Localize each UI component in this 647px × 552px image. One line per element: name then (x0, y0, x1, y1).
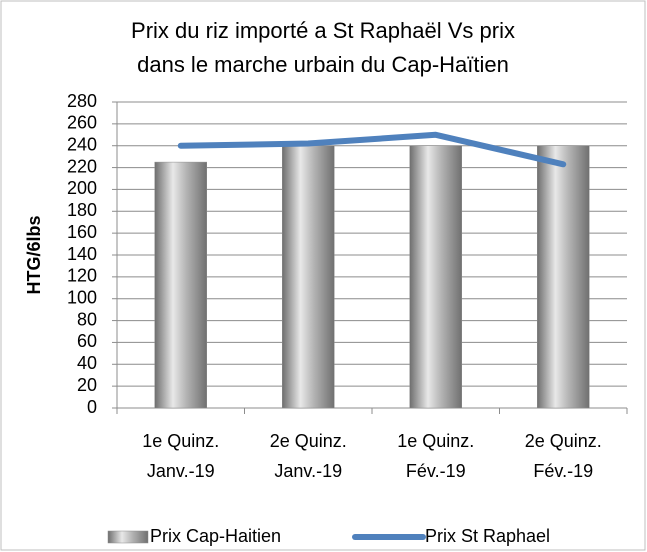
x-tick-label: 2e Quinz. (270, 431, 347, 451)
y-tick-label: 40 (77, 353, 97, 373)
y-tick-label: 280 (67, 91, 97, 111)
x-tick-label: Janv.-19 (147, 461, 215, 481)
y-tick-label: 220 (67, 156, 97, 176)
y-tick-label: 180 (67, 200, 97, 220)
y-tick-label: 260 (67, 113, 97, 133)
line (177, 131, 567, 168)
bar (154, 161, 207, 409)
x-tick-label: 1e Quinz. (142, 431, 219, 451)
y-tick-label: 160 (67, 222, 97, 242)
legend-swatch (107, 530, 149, 544)
y-tick-label: 120 (67, 266, 97, 286)
chart-title: dans le marche urbain du Cap-Haïtien (137, 52, 509, 77)
x-tick-label: Janv.-19 (274, 461, 342, 481)
x-tick-label: Fév.-19 (533, 461, 593, 481)
bar (282, 145, 335, 409)
y-tick-label: 100 (67, 287, 97, 307)
y-axis-label: HTG/6lbs (24, 215, 44, 294)
y-tick-label: 60 (77, 331, 97, 351)
bar (409, 145, 462, 409)
chart-title: Prix du riz importé a St Raphaël Vs prix (131, 18, 515, 43)
y-tick-label: 240 (67, 134, 97, 154)
legend-label: Prix Cap-Haitien (150, 526, 281, 546)
y-tick-label: 200 (67, 178, 97, 198)
legend-label: Prix St Raphael (425, 526, 550, 546)
y-tick-label: 140 (67, 244, 97, 264)
y-tick-label: 80 (77, 309, 97, 329)
y-tick-label: 20 (77, 375, 97, 395)
bar (537, 145, 590, 409)
y-tick-label: 0 (87, 397, 97, 417)
x-tick-label: Fév.-19 (406, 461, 466, 481)
x-tick-label: 1e Quinz. (397, 431, 474, 451)
x-tick-label: 2e Quinz. (525, 431, 602, 451)
